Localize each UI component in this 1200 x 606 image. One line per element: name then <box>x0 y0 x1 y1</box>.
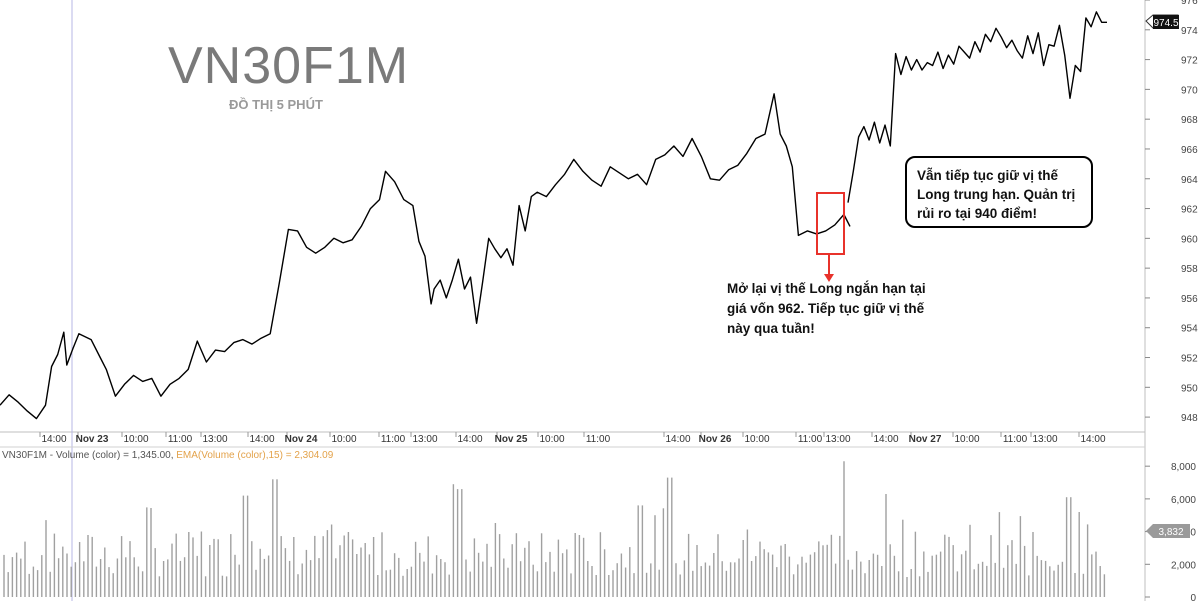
price-tick-label: 974 <box>1181 26 1198 37</box>
entry-arrow-head <box>824 274 834 282</box>
volume-tick-label: 0 <box>1190 593 1196 601</box>
time-tick-label: Nov 24 <box>285 434 318 445</box>
volume-legend-main: VN30F1M - Volume (color) = 1,345.00, <box>2 450 177 461</box>
price-tick-label: 970 <box>1181 85 1198 96</box>
chart-subtitle: ĐỒ THỊ 5 PHÚT <box>229 97 323 112</box>
time-tick-label: 13:00 <box>825 434 850 445</box>
annotation-note: Mở lại vị thế Long ngắn hạn tại giá vốn … <box>727 281 926 336</box>
time-tick-label: 14:00 <box>41 434 66 445</box>
time-tick-label: 10:00 <box>744 434 769 445</box>
time-tick-label: 10:00 <box>954 434 979 445</box>
price-series-line <box>0 93 851 420</box>
price-tick-label: 966 <box>1181 145 1198 156</box>
time-tick-label: 14:00 <box>457 434 482 445</box>
price-tick-label: 952 <box>1181 354 1198 365</box>
price-tick-label: 968 <box>1181 115 1198 126</box>
time-tick-label: 13:00 <box>202 434 227 445</box>
volume-legend: VN30F1M - Volume (color) = 1,345.00, EMA… <box>2 450 333 461</box>
volume-bars <box>3 461 1106 597</box>
time-tick-label: 14:00 <box>249 434 274 445</box>
time-tick-label: 11:00 <box>586 434 611 445</box>
last-price-marker: 974.5 <box>1145 14 1179 29</box>
time-tick-label: 13:00 <box>412 434 437 445</box>
chart-title: VN30F1M <box>168 37 410 95</box>
price-tick-label: 962 <box>1181 205 1198 216</box>
time-tick-label: 10:00 <box>123 434 148 445</box>
last-volume-marker: 3,832 <box>1146 524 1190 538</box>
volume-legend-ema: EMA(Volume (color),15) = 2,304.09 <box>176 450 334 461</box>
time-tick-label: 11:00 <box>381 434 406 445</box>
time-axis: 14:00 Nov 23 10:00 11:00 13:00 14:00 Nov 24 10:… <box>39 432 1106 445</box>
time-tick-label: 11:00 <box>168 434 193 445</box>
last-volume-label: 3,832 <box>1158 527 1183 538</box>
time-tick-label: 14:00 <box>665 434 690 445</box>
entry-highlight <box>816 192 845 282</box>
volume-tick-label: 6,000 <box>1171 495 1196 506</box>
volume-tick-label: 2,000 <box>1171 560 1196 571</box>
entry-highlight-box <box>816 192 845 255</box>
price-tick-label: 958 <box>1181 264 1198 275</box>
price-series-tail-line <box>847 11 1107 203</box>
price-tick-label: 948 <box>1181 413 1198 424</box>
price-series-tail <box>847 11 1107 203</box>
time-tick-label: Nov 26 <box>699 434 732 445</box>
price-tick-label: 964 <box>1181 175 1198 186</box>
annotation-callout: Vẫn tiếp tục giữ vị thế Long trung hạn. … <box>905 156 1093 228</box>
time-tick-label: 10:00 <box>539 434 564 445</box>
volume-tick-label: 8,000 <box>1171 462 1196 473</box>
price-axis: 948 950 952 954 956 958 960 962 964 966 968 970 972 9… <box>1145 0 1198 424</box>
last-price-label: 974.5 <box>1153 18 1178 29</box>
time-tick-label: 10:00 <box>331 434 356 445</box>
time-tick-label: 11:00 <box>1003 434 1028 445</box>
time-tick-label: 11:00 <box>798 434 823 445</box>
time-tick-label: 14:00 <box>1080 434 1105 445</box>
time-tick-label: Nov 25 <box>495 434 528 445</box>
price-tick-label: 950 <box>1181 383 1198 394</box>
price-tick-label: 976 <box>1181 0 1198 7</box>
time-tick-label: 14:00 <box>873 434 898 445</box>
time-tick-label: 13:00 <box>1032 434 1057 445</box>
price-tick-label: 954 <box>1181 324 1198 335</box>
price-tick-label: 956 <box>1181 294 1198 305</box>
price-tick-label: 972 <box>1181 56 1198 67</box>
price-tick-label: 960 <box>1181 234 1198 245</box>
time-tick-label: Nov 23 <box>76 434 109 445</box>
time-tick-label: Nov 27 <box>909 434 942 445</box>
